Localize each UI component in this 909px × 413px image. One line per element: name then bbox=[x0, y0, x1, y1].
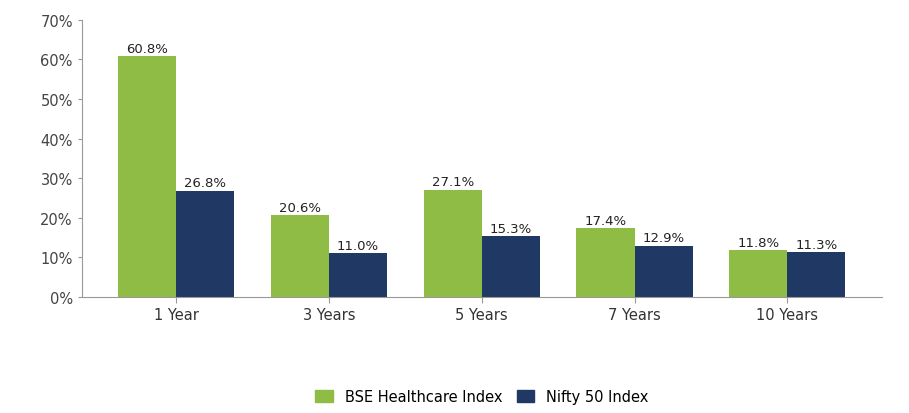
Text: 27.1%: 27.1% bbox=[432, 176, 474, 189]
Bar bbox=[176, 191, 235, 297]
Text: 11.8%: 11.8% bbox=[737, 236, 779, 249]
Text: 15.3%: 15.3% bbox=[490, 222, 532, 235]
Text: 26.8%: 26.8% bbox=[185, 177, 226, 190]
Bar bbox=[787, 253, 845, 297]
Bar bbox=[729, 251, 787, 297]
Bar bbox=[634, 247, 693, 297]
Text: 60.8%: 60.8% bbox=[126, 43, 168, 55]
Text: 17.4%: 17.4% bbox=[584, 214, 626, 227]
Bar bbox=[424, 190, 482, 297]
Text: 11.0%: 11.0% bbox=[337, 239, 379, 252]
Bar bbox=[482, 237, 540, 297]
Text: 11.3%: 11.3% bbox=[795, 238, 837, 251]
Text: 12.9%: 12.9% bbox=[643, 232, 684, 245]
Legend: BSE Healthcare Index, Nifty 50 Index: BSE Healthcare Index, Nifty 50 Index bbox=[308, 382, 655, 412]
Bar bbox=[118, 57, 176, 297]
Bar bbox=[329, 254, 387, 297]
Bar bbox=[271, 216, 329, 297]
Bar bbox=[576, 228, 634, 297]
Text: 20.6%: 20.6% bbox=[279, 202, 321, 214]
